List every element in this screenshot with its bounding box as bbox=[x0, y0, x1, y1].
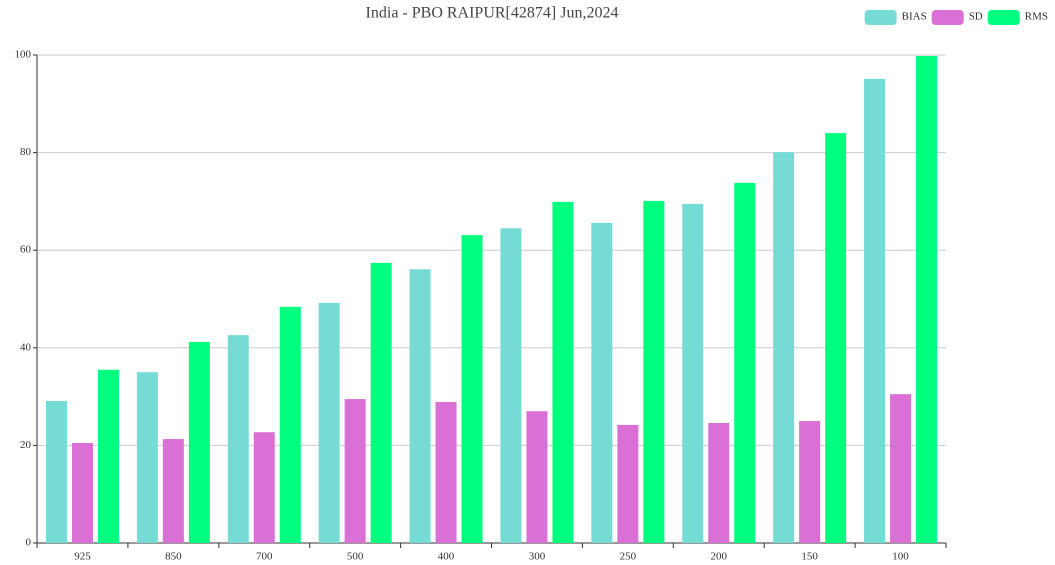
bar bbox=[162, 439, 184, 543]
bar bbox=[435, 401, 457, 543]
x-tick-label: 925 bbox=[74, 551, 91, 563]
x-tick-label: 850 bbox=[165, 551, 182, 563]
bar bbox=[409, 269, 431, 543]
bar bbox=[825, 133, 847, 543]
chart-title: India - PBO RAIPUR[42874] Jun,2024 bbox=[366, 5, 619, 22]
y-tick-label: 20 bbox=[20, 439, 32, 451]
legend-label: BIAS bbox=[902, 11, 927, 23]
x-tick-label: 700 bbox=[256, 551, 273, 563]
bar bbox=[45, 400, 67, 543]
bar bbox=[643, 200, 665, 544]
bar bbox=[799, 421, 821, 543]
bar bbox=[227, 335, 249, 543]
bar bbox=[591, 222, 613, 543]
bar bbox=[318, 302, 340, 543]
bar bbox=[890, 394, 912, 543]
bar bbox=[773, 152, 795, 543]
bar bbox=[708, 422, 730, 543]
bar bbox=[864, 78, 886, 544]
y-tick-label: 80 bbox=[20, 146, 32, 158]
y-tick-label: 40 bbox=[20, 341, 32, 353]
bar bbox=[97, 369, 119, 543]
x-tick-label: 200 bbox=[711, 551, 728, 563]
y-tick-label: 100 bbox=[15, 49, 32, 61]
legend-swatch bbox=[931, 10, 964, 25]
bar bbox=[188, 341, 210, 543]
x-tick-label: 150 bbox=[801, 551, 818, 563]
legend-label: RMS bbox=[1025, 11, 1048, 23]
bar bbox=[71, 442, 93, 543]
bar bbox=[552, 201, 574, 543]
bar bbox=[682, 203, 704, 543]
bar bbox=[461, 235, 483, 543]
x-tick-label: 400 bbox=[438, 551, 455, 563]
x-tick-label: 500 bbox=[347, 551, 364, 563]
bar bbox=[500, 228, 522, 544]
legend-swatch bbox=[987, 10, 1020, 25]
bar bbox=[370, 262, 392, 543]
bar bbox=[734, 182, 756, 543]
legend-swatch bbox=[864, 10, 897, 25]
legend-label: SD bbox=[969, 11, 983, 23]
bar bbox=[617, 424, 639, 543]
x-tick-label: 250 bbox=[620, 551, 637, 563]
x-tick-label: 300 bbox=[529, 551, 546, 563]
bar bbox=[916, 55, 938, 543]
bar bbox=[136, 372, 158, 543]
bar bbox=[253, 432, 275, 543]
y-tick-label: 60 bbox=[20, 244, 32, 256]
bar bbox=[344, 399, 366, 543]
y-tick-label: 0 bbox=[26, 537, 32, 549]
bar bbox=[526, 411, 548, 543]
bar bbox=[279, 306, 301, 543]
x-tick-label: 100 bbox=[892, 551, 909, 563]
